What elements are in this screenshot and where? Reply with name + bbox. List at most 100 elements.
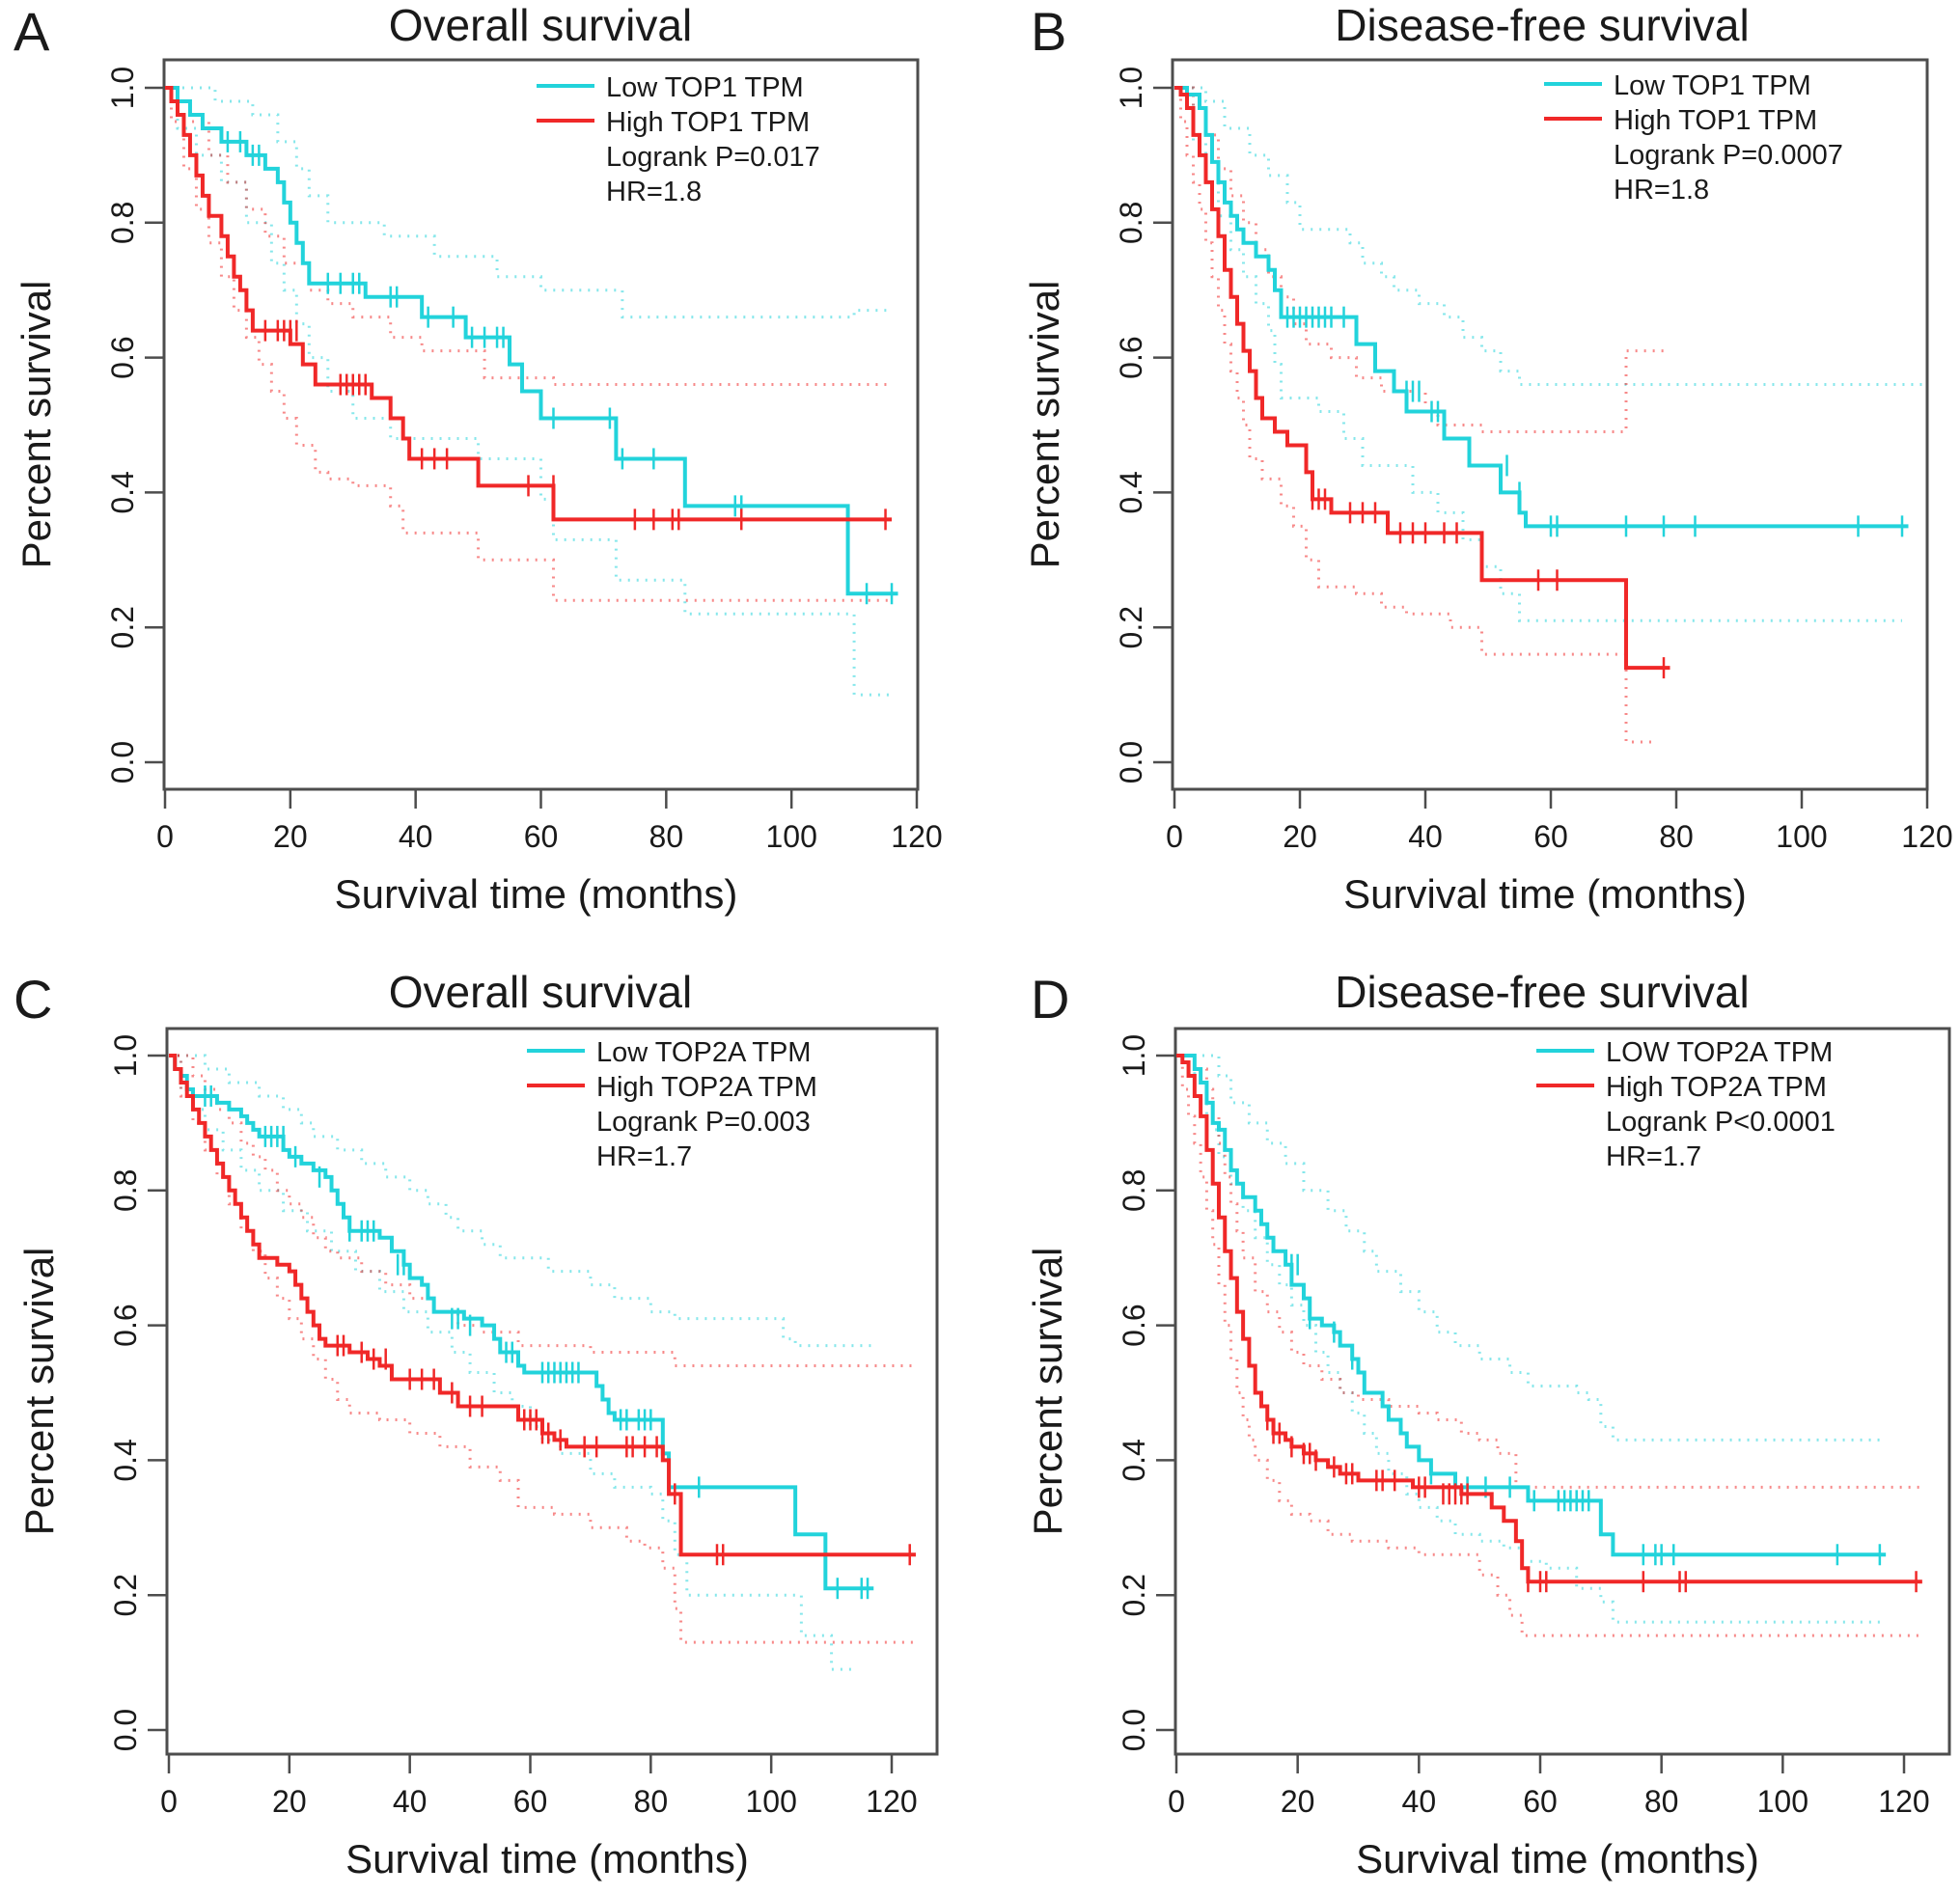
y-axis-label: Percent survival [14,281,59,569]
low-survival-curve [165,86,898,596]
panel-letter: A [14,1,50,62]
legend-label-low: Low TOP1 TPM [1614,70,1811,101]
x-tick-label: 0 [1166,819,1183,854]
legend: Low TOP2A TPM High TOP2A TPM Logrank P=0.0… [527,1037,817,1172]
plot-frame [165,1027,939,1756]
hazard-ratio: HR=1.7 [596,1141,692,1172]
logrank-p-value: Logrank P=0.017 [606,142,820,173]
x-tick-label: 80 [634,1784,669,1819]
high-ci-upper [1174,86,1664,433]
legend-label-high: High TOP1 TPM [606,107,810,138]
x-tick-label: 0 [160,1784,178,1819]
y-tick-label: 0.0 [108,1709,143,1751]
x-tick-label: 20 [1283,819,1317,854]
legend: Low TOP1 TPM High TOP1 TPM Logrank P=0.017… [537,72,820,207]
y-tick-label: 0.2 [1117,1574,1151,1616]
y-tick-label: 0.0 [105,741,140,783]
panel-a: A Overall survival 0 20 40 60 80 100 120 0.0 0.2 0.… [14,0,943,917]
high-ci-lower [1174,86,1658,744]
logrank-p-value: Logrank P<0.0001 [1606,1107,1836,1138]
high-survival-curve [1174,86,1670,671]
high-ci-lower [1176,1054,1922,1637]
legend: LOW TOP2A TPM High TOP2A TPM Logrank P<0.0… [1536,1037,1836,1172]
y-tick-label: 0.6 [1117,1304,1151,1346]
y-tick-label: 1.0 [108,1034,143,1077]
y-tick-label: 1.0 [1117,1034,1151,1077]
x-tick-label: 60 [524,819,559,854]
y-tick-label: 0.4 [105,471,140,513]
y-axis-label: Percent survival [1022,281,1067,569]
legend-label-high: High TOP1 TPM [1614,105,1817,136]
y-tick-label: 1.0 [1114,67,1148,109]
x-tick-label: 120 [1901,819,1952,854]
low-ci-lower [169,1054,856,1671]
x-tick-label: 20 [1281,1784,1315,1819]
y-tick-label: 0.2 [105,606,140,648]
x-tick-label: 40 [1408,819,1443,854]
legend: Low TOP1 TPM High TOP1 TPM Logrank P=0.000… [1544,70,1843,206]
y-axis-label: Percent survival [16,1248,62,1536]
x-tick-label: 80 [1644,1784,1679,1819]
x-tick-label: 40 [393,1784,428,1819]
legend-label-low: LOW TOP2A TPM [1606,1037,1833,1068]
x-tick-label: 100 [1757,1784,1808,1819]
high-ci-upper [1176,1054,1922,1489]
y-tick-label: 0.0 [1114,741,1148,783]
y-axis-label: Percent survival [1025,1248,1070,1536]
x-tick-label: 120 [1878,1784,1929,1819]
y-tick-label: 0.0 [1117,1709,1151,1751]
low-survival-curve [1176,1054,1887,1557]
low-survival-curve [1174,86,1909,529]
logrank-p-value: Logrank P=0.0007 [1614,140,1843,171]
panel-b: B Disease-free survival 0 20 40 60 80 100 120 0.0… [1022,0,1953,917]
panel-letter: C [14,969,52,1030]
x-tick-label: 0 [1168,1784,1185,1819]
x-tick-label: 60 [1533,819,1568,854]
high-survival-curve [165,86,893,522]
y-tick-label: 0.2 [108,1574,143,1616]
x-tick-label: 80 [649,819,684,854]
panel-d: D Disease-free survival 0 20 40 60 80 100 120 0.0… [1025,967,1951,1881]
x-axis-label: Survival time (months) [1356,1836,1759,1881]
y-tick-label: 1.0 [105,67,140,109]
y-tick-label: 0.4 [1117,1439,1151,1481]
x-tick-label: 80 [1659,819,1694,854]
x-tick-label: 0 [156,819,174,854]
y-tick-label: 0.6 [108,1304,143,1346]
low-ci-lower [1176,1054,1880,1624]
x-tick-label: 120 [866,1784,917,1819]
y-tick-label: 0.4 [108,1439,143,1481]
hazard-ratio: HR=1.8 [606,177,702,207]
x-tick-label: 20 [273,819,308,854]
x-tick-label: 100 [1776,819,1827,854]
x-axis-label: Survival time (months) [335,871,738,917]
y-tick-label: 0.8 [108,1169,143,1212]
y-tick-label: 0.8 [1117,1169,1151,1212]
hazard-ratio: HR=1.7 [1606,1141,1701,1172]
x-axis-label: Survival time (months) [345,1836,749,1881]
y-tick-label: 0.6 [1114,336,1148,378]
hazard-ratio: HR=1.8 [1614,175,1709,206]
chart-title: Overall survival [389,0,692,50]
x-tick-label: 20 [272,1784,307,1819]
chart-title: Disease-free survival [1335,0,1749,50]
plot-frame [1173,1027,1951,1756]
legend-label-high: High TOP2A TPM [1606,1072,1827,1103]
chart-title: Overall survival [389,967,692,1017]
x-tick-label: 60 [1523,1784,1558,1819]
high-survival-curve [169,1054,916,1557]
legend-label-high: High TOP2A TPM [596,1072,817,1103]
chart-title: Disease-free survival [1335,967,1749,1017]
x-tick-label: 40 [399,819,433,854]
x-tick-label: 100 [745,1784,796,1819]
y-tick-label: 0.6 [105,336,140,378]
low-survival-curve [169,1054,874,1591]
legend-label-low: Low TOP2A TPM [596,1037,811,1068]
x-tick-label: 120 [891,819,942,854]
x-tick-label: 60 [513,1784,548,1819]
x-tick-label: 100 [765,819,816,854]
y-tick-label: 0.2 [1114,606,1148,648]
y-tick-label: 0.8 [1114,202,1148,244]
y-tick-label: 0.8 [105,202,140,244]
